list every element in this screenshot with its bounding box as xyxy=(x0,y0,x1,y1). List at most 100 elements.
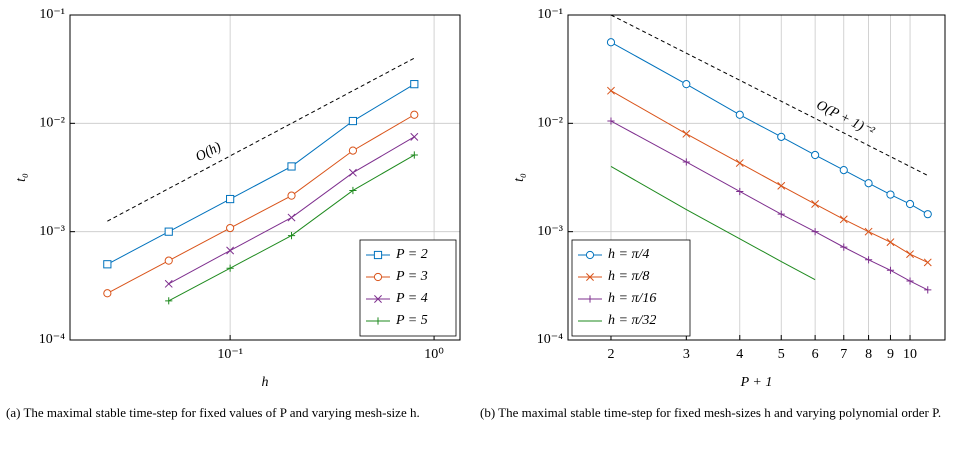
series-line xyxy=(107,83,415,265)
marker xyxy=(923,258,932,267)
marker xyxy=(864,179,873,188)
x-tick-label: 4 xyxy=(736,347,743,362)
series-line xyxy=(610,120,928,291)
marker xyxy=(348,168,357,177)
legend-label: P = 5 xyxy=(395,313,428,328)
series-line xyxy=(610,90,928,263)
marker xyxy=(923,210,932,219)
marker xyxy=(103,289,112,298)
x-tick-label: 2 xyxy=(607,347,614,362)
x-tick-label: 8 xyxy=(865,347,872,362)
marker xyxy=(373,272,383,282)
y-tick-label: 10⁻² xyxy=(537,116,563,131)
legend-label: h = π/32 xyxy=(608,313,656,328)
marker xyxy=(410,132,419,141)
marker xyxy=(585,250,595,260)
legend-label: h = π/4 xyxy=(608,247,649,262)
marker xyxy=(682,80,691,89)
marker xyxy=(287,231,296,240)
marker xyxy=(735,159,744,167)
legend-label: h = π/8 xyxy=(608,269,649,284)
marker xyxy=(287,162,296,171)
y-tick-label: 10⁻⁴ xyxy=(537,332,563,347)
marker xyxy=(410,80,419,89)
marker xyxy=(103,260,112,269)
marker xyxy=(886,190,895,199)
x-tick-label: 10 xyxy=(903,347,917,362)
marker xyxy=(906,277,914,285)
marker xyxy=(586,295,594,303)
y-tick-label: 10⁻³ xyxy=(39,224,65,239)
y-tick-label: 10⁻² xyxy=(39,116,65,131)
marker xyxy=(777,132,786,141)
legend-label: P = 2 xyxy=(395,247,428,262)
marker xyxy=(886,266,895,274)
y-axis-label: t₀ xyxy=(14,173,29,182)
marker xyxy=(164,227,173,236)
marker xyxy=(906,250,914,259)
marker xyxy=(840,243,848,251)
marker xyxy=(164,279,173,288)
x-tick-label: 3 xyxy=(683,347,690,362)
marker xyxy=(777,210,785,218)
marker xyxy=(777,181,786,190)
x-tick-label: 10⁰ xyxy=(424,347,444,362)
marker xyxy=(839,166,848,175)
marker xyxy=(839,215,848,224)
marker xyxy=(287,191,296,200)
marker xyxy=(736,187,744,196)
x-tick-label: 7 xyxy=(840,347,847,362)
marker xyxy=(226,223,235,233)
marker xyxy=(373,250,383,260)
series-line xyxy=(610,41,929,215)
y-tick-label: 10⁻¹ xyxy=(537,7,563,22)
legend-label: P = 4 xyxy=(395,291,428,306)
y-axis-label: t₀ xyxy=(512,173,527,182)
marker xyxy=(735,110,744,119)
series-line xyxy=(107,114,415,294)
marker xyxy=(811,150,820,160)
marker xyxy=(374,317,382,325)
marker xyxy=(886,238,895,247)
marker xyxy=(410,110,419,119)
marker xyxy=(374,295,382,303)
marker xyxy=(682,129,691,138)
y-tick-label: 10⁻³ xyxy=(537,224,563,239)
x-tick-label: 9 xyxy=(887,347,894,362)
marker xyxy=(348,116,358,126)
marker xyxy=(226,246,235,255)
reference-line xyxy=(610,14,928,176)
marker xyxy=(905,199,915,209)
marker xyxy=(607,86,615,95)
marker xyxy=(349,186,357,195)
marker xyxy=(811,200,820,208)
plot-frame xyxy=(567,14,946,341)
marker xyxy=(682,158,690,166)
marker xyxy=(924,286,932,294)
caption: (b) The maximal stable time-step for fix… xyxy=(480,405,942,420)
plot-frame xyxy=(69,14,461,341)
marker xyxy=(586,273,594,281)
marker xyxy=(410,151,418,159)
marker xyxy=(287,213,296,222)
marker xyxy=(607,117,615,125)
caption: (a) The maximal stable time-step for fix… xyxy=(6,405,420,420)
marker xyxy=(165,297,173,305)
x-tick-label: 6 xyxy=(812,347,819,362)
series-line xyxy=(610,166,816,281)
marker xyxy=(606,38,616,47)
marker xyxy=(864,256,873,264)
x-axis-label: P + 1 xyxy=(740,375,773,390)
marker xyxy=(348,146,358,155)
x-tick-label: 5 xyxy=(778,347,785,362)
marker xyxy=(164,256,173,265)
legend-label: h = π/16 xyxy=(608,291,656,306)
marker xyxy=(226,264,234,272)
reference-line xyxy=(107,57,415,222)
y-tick-label: 10⁻¹ xyxy=(39,7,65,22)
marker xyxy=(811,228,819,236)
marker xyxy=(864,227,873,236)
x-tick-label: 10⁻¹ xyxy=(217,347,243,362)
